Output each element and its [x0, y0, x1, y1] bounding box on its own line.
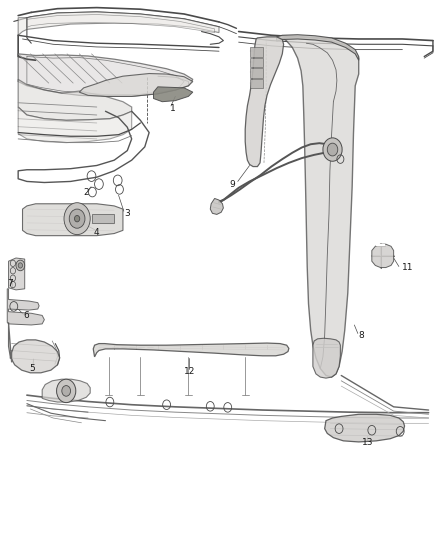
Polygon shape: [18, 79, 132, 120]
Text: 4: 4: [93, 228, 99, 237]
Polygon shape: [9, 322, 60, 373]
Polygon shape: [250, 47, 263, 56]
Circle shape: [327, 143, 338, 156]
Circle shape: [69, 209, 85, 228]
Polygon shape: [313, 338, 340, 378]
Polygon shape: [22, 204, 123, 236]
Text: 1: 1: [170, 103, 176, 112]
Polygon shape: [153, 87, 193, 102]
Polygon shape: [18, 107, 132, 143]
Polygon shape: [325, 414, 405, 442]
Circle shape: [323, 138, 342, 161]
Polygon shape: [210, 198, 223, 214]
Text: 13: 13: [362, 439, 373, 448]
Text: 12: 12: [184, 367, 195, 376]
Circle shape: [74, 215, 80, 222]
Text: 8: 8: [359, 331, 364, 340]
Polygon shape: [92, 214, 114, 223]
Circle shape: [57, 379, 76, 402]
Polygon shape: [18, 54, 193, 96]
Polygon shape: [245, 37, 284, 166]
Text: 2: 2: [83, 188, 88, 197]
Polygon shape: [250, 79, 263, 88]
Polygon shape: [9, 258, 25, 290]
Polygon shape: [27, 14, 215, 33]
Polygon shape: [7, 289, 44, 325]
Text: 9: 9: [229, 180, 235, 189]
Polygon shape: [93, 343, 289, 357]
Circle shape: [16, 260, 25, 271]
Polygon shape: [372, 244, 394, 268]
Polygon shape: [18, 12, 219, 35]
Text: 6: 6: [23, 311, 29, 320]
Circle shape: [62, 385, 71, 396]
Text: 3: 3: [124, 209, 130, 218]
Circle shape: [18, 263, 22, 268]
Polygon shape: [376, 244, 385, 246]
Text: 5: 5: [29, 364, 35, 373]
Polygon shape: [79, 74, 193, 96]
Polygon shape: [250, 68, 263, 78]
Text: 7: 7: [7, 279, 13, 288]
Circle shape: [64, 203, 90, 235]
Polygon shape: [277, 35, 359, 60]
Polygon shape: [283, 37, 359, 377]
Polygon shape: [250, 58, 263, 67]
Text: 11: 11: [403, 263, 414, 272]
Polygon shape: [42, 379, 90, 402]
